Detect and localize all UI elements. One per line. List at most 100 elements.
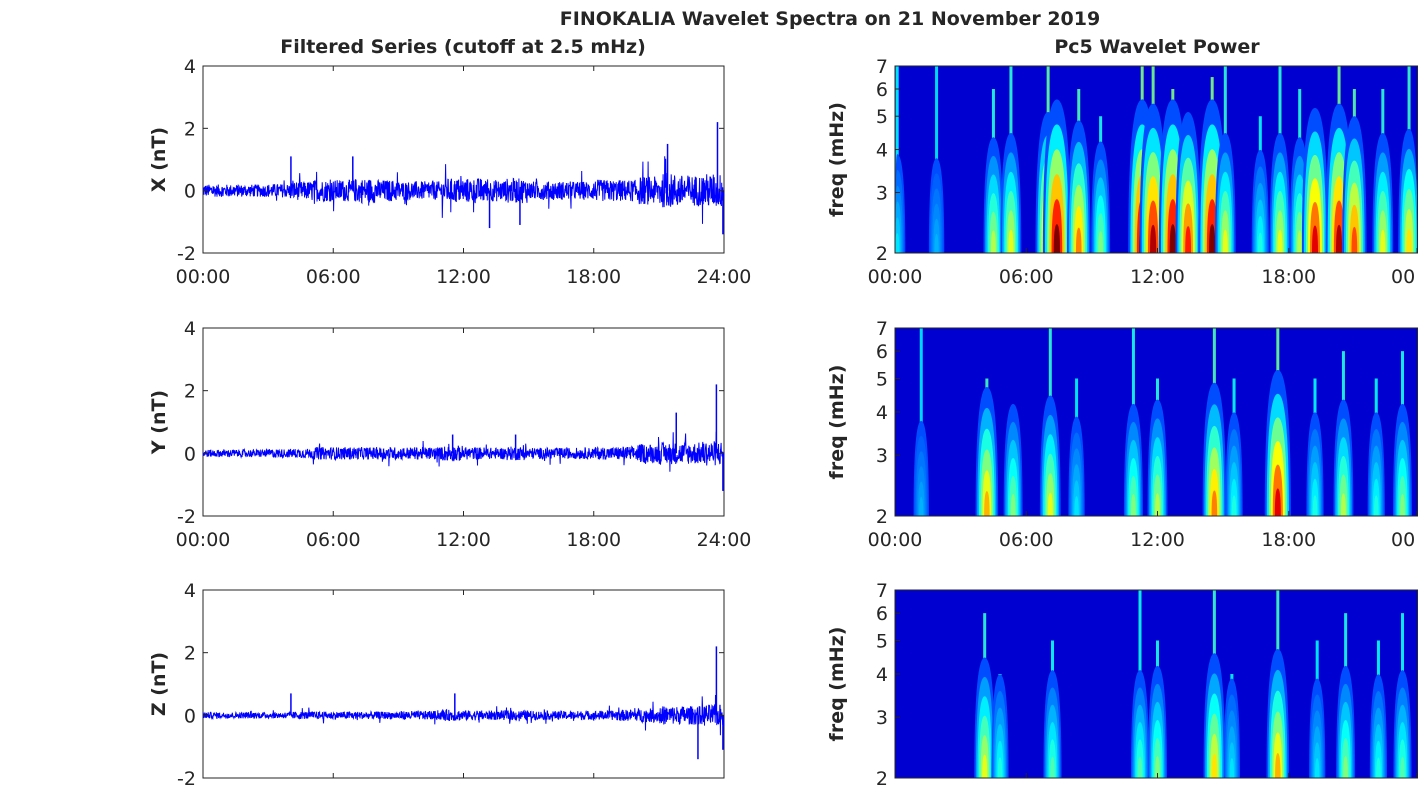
series-line bbox=[202, 156, 725, 224]
left-column-title: Filtered Series (cutoff at 2.5 mHz) bbox=[280, 36, 646, 58]
y-tick-label: -2 bbox=[177, 506, 196, 528]
wavelet-power-blob bbox=[1309, 640, 1326, 778]
x-tick-label: 00:00 bbox=[868, 529, 923, 551]
y-tick-label: 2 bbox=[184, 118, 196, 140]
wavelet-power-blob bbox=[1214, 66, 1236, 253]
right-column-title: Pc5 Wavelet Power bbox=[1054, 36, 1260, 58]
series-panel-y: 4 2 0 -200:00 06:00 12:00 18:00 24:00 Y (nT) bbox=[148, 318, 751, 551]
wavelet-power-blob bbox=[1067, 89, 1091, 253]
x-tick-label: 06:00 bbox=[306, 266, 361, 288]
wavelet-power-blob bbox=[1333, 351, 1354, 516]
wavelet-power-blob bbox=[1301, 107, 1329, 253]
y-axis-label: Z (nT) bbox=[148, 652, 170, 716]
wavelet-panel-z: 76 5 4 3 2 freq (mHz) bbox=[826, 580, 1418, 788]
freq-tick-label: 7 bbox=[876, 580, 888, 602]
x-tick-label: 00:00 bbox=[176, 529, 231, 551]
wavelet-power-blob bbox=[913, 328, 929, 516]
freq-tick-label: 6 bbox=[876, 603, 888, 625]
y-tick-label: -2 bbox=[177, 768, 196, 788]
y-tick-label: 4 bbox=[184, 318, 196, 340]
x-tick-label: 00:00 bbox=[868, 266, 923, 288]
wavelet-power-blob bbox=[1147, 378, 1168, 516]
freq-tick-label: 4 bbox=[876, 140, 888, 162]
wavelet-power-blob bbox=[1225, 378, 1243, 516]
x-tick-label: 12:00 bbox=[436, 266, 491, 288]
wavelet-power-blob bbox=[1393, 351, 1412, 516]
wavelet-power-blob bbox=[1251, 116, 1269, 253]
freq-tick-label: 6 bbox=[876, 341, 888, 363]
freq-tick-label: 6 bbox=[876, 79, 888, 101]
wavelet-power-blob bbox=[1042, 99, 1071, 253]
y-tick-label: 2 bbox=[184, 643, 196, 665]
series-panel-z: 4 2 0 -2 Z (nT) bbox=[148, 580, 725, 788]
freq-axis-label: freq (mHz) bbox=[826, 627, 848, 742]
y-tick-label: 0 bbox=[184, 181, 196, 203]
wavelet-power-blob bbox=[1123, 328, 1143, 516]
wavelet-power-blob bbox=[928, 66, 945, 253]
wavelet-power-blob bbox=[1039, 328, 1061, 516]
wavelet-power-blob bbox=[1367, 378, 1385, 516]
x-tick-label: 06:00 bbox=[999, 266, 1054, 288]
wavelet-power-blob bbox=[1266, 590, 1290, 778]
series-panel-x: 4 2 0 -200:00 06:00 12:00 18:00 24:00 X (nT) bbox=[148, 56, 751, 288]
freq-tick-label: 3 bbox=[876, 707, 888, 729]
wavelet-power-blob bbox=[1068, 378, 1085, 516]
x-tick-label: 06:00 bbox=[306, 529, 361, 551]
freq-tick-label: 7 bbox=[876, 318, 888, 340]
wavelet-power-blob bbox=[1336, 613, 1356, 778]
freq-tick-label: 4 bbox=[876, 664, 888, 686]
x-tick-label: 18:00 bbox=[1261, 529, 1316, 551]
wavelet-power-blob bbox=[1203, 590, 1226, 778]
x-tick-label: 18:00 bbox=[566, 266, 621, 288]
wavelet-power-blob bbox=[975, 378, 999, 516]
wavelet-power-blob bbox=[1398, 66, 1418, 253]
axes-box bbox=[202, 589, 725, 779]
freq-tick-label: 3 bbox=[876, 445, 888, 467]
wavelet-power-blob bbox=[983, 89, 1004, 253]
wavelet-panel-x: 76 5 4 3 200:00 06:00 12:00 18:00 00 freq (mHz) bbox=[826, 56, 1418, 288]
x-tick-label: 24:00 bbox=[697, 266, 752, 288]
wavelet-power-blob bbox=[1003, 403, 1023, 516]
y-tick-label: 0 bbox=[184, 443, 196, 465]
x-tick-label: 12:00 bbox=[436, 529, 491, 551]
y-tick-label: 2 bbox=[184, 381, 196, 403]
freq-axis-label: freq (mHz) bbox=[826, 365, 848, 480]
freq-tick-label: 2 bbox=[876, 768, 888, 788]
x-tick-label: 00 bbox=[1391, 266, 1415, 288]
wavelet-power-blob bbox=[1306, 378, 1324, 516]
axes-box bbox=[202, 65, 725, 254]
freq-tick-label: 4 bbox=[876, 402, 888, 424]
x-tick-label: 24:00 bbox=[697, 529, 752, 551]
wavelet-power-blob bbox=[1000, 66, 1022, 253]
freq-axis-label: freq (mHz) bbox=[826, 102, 848, 217]
wavelet-power-blob bbox=[991, 673, 1009, 778]
y-axis-label: Y (nT) bbox=[148, 390, 170, 455]
wavelet-power-blob bbox=[1091, 116, 1111, 253]
x-tick-label: 18:00 bbox=[1261, 266, 1316, 288]
x-tick-label: 12:00 bbox=[1130, 266, 1185, 288]
wavelet-power-blob bbox=[1175, 112, 1201, 253]
x-tick-label: 18:00 bbox=[566, 529, 621, 551]
wavelet-power-blob bbox=[1372, 89, 1394, 253]
y-tick-label: 4 bbox=[184, 56, 196, 78]
axes-box bbox=[202, 327, 725, 517]
x-tick-label: 00 bbox=[1391, 529, 1415, 551]
wavelet-power-blob bbox=[895, 66, 906, 253]
freq-tick-label: 5 bbox=[876, 368, 888, 390]
wavelet-power-blob bbox=[1393, 613, 1412, 778]
wavelet-power-blob bbox=[1043, 640, 1062, 778]
freq-tick-label: 3 bbox=[876, 182, 888, 204]
freq-tick-label: 5 bbox=[876, 106, 888, 128]
wavelet-power-blob bbox=[1342, 89, 1367, 253]
wavelet-power-blob bbox=[1148, 640, 1167, 778]
wavelet-power-blob bbox=[1264, 328, 1291, 516]
wavelet-power-blob bbox=[1130, 590, 1150, 778]
wavelet-power-blob bbox=[974, 613, 996, 778]
wavelet-power-blob bbox=[1202, 328, 1227, 516]
x-tick-label: 06:00 bbox=[999, 529, 1054, 551]
figure-title: FINOKALIA Wavelet Spectra on 21 November… bbox=[560, 8, 1100, 30]
x-tick-label: 12:00 bbox=[1130, 529, 1185, 551]
freq-tick-label: 5 bbox=[876, 630, 888, 652]
wavelet-power-blob bbox=[1369, 640, 1388, 778]
